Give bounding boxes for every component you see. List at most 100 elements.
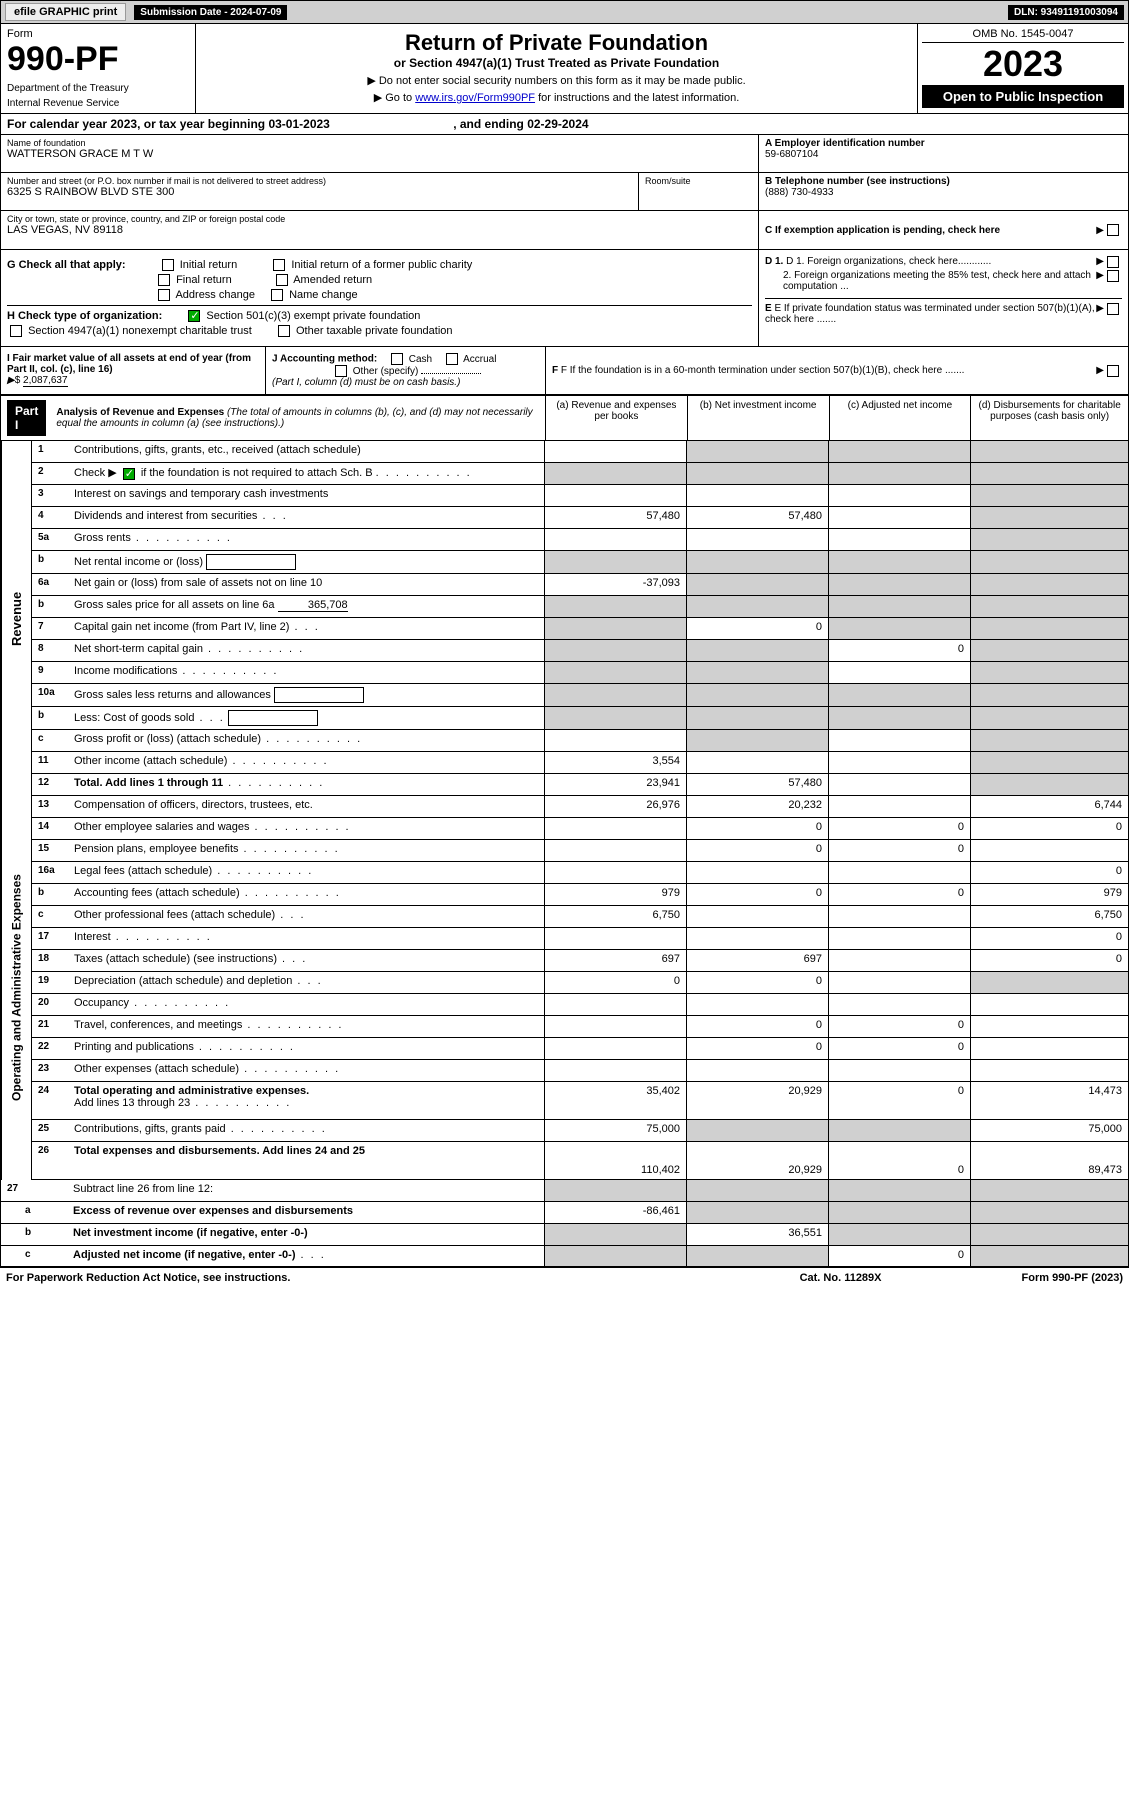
line-16c-d: 6,750 — [970, 906, 1128, 927]
line-22-desc: Printing and publications — [70, 1038, 544, 1059]
line-16a-d: 0 — [970, 862, 1128, 883]
fmv-value: 2,087,637 — [23, 375, 68, 387]
d1-checkbox[interactable] — [1107, 256, 1119, 268]
line-13-d: 6,744 — [970, 796, 1128, 817]
header-bar: efile GRAPHIC print Submission Date - 20… — [0, 0, 1129, 24]
f-checkbox[interactable] — [1107, 365, 1119, 377]
line-5b-desc: Net rental income or (loss) — [70, 551, 544, 573]
e-label: E If private foundation status was termi… — [765, 303, 1095, 325]
submission-date: Submission Date - 2024-07-09 — [134, 5, 287, 20]
ein-label: A Employer identification number — [765, 138, 1122, 149]
initial-return-checkbox[interactable] — [162, 259, 174, 271]
line-26-a: 110,402 — [544, 1142, 686, 1179]
amended-return-checkbox[interactable] — [276, 274, 288, 286]
cat-number: Cat. No. 11289X — [800, 1272, 882, 1284]
efile-print-button[interactable]: efile GRAPHIC print — [5, 3, 126, 21]
ein-value: 59-6807104 — [765, 149, 1122, 160]
name-label: Name of foundation — [7, 138, 752, 148]
instr-link: ▶ Go to www.irs.gov/Form990PF for instru… — [202, 91, 911, 104]
line-11-desc: Other income (attach schedule) — [70, 752, 544, 773]
line-24-desc: Total operating and administrative expen… — [70, 1082, 544, 1119]
line-16c-desc: Other professional fees (attach schedule… — [70, 906, 544, 927]
line-27c-desc: Adjusted net income (if negative, enter … — [69, 1246, 544, 1266]
instr-ssn: ▶ Do not enter social security numbers o… — [202, 74, 911, 87]
line-22-c: 0 — [828, 1038, 970, 1059]
foundation-name: WATTERSON GRACE M T W — [7, 148, 752, 160]
form-title: Return of Private Foundation — [202, 30, 911, 56]
line-15-c: 0 — [828, 840, 970, 861]
final-return-checkbox[interactable] — [158, 274, 170, 286]
part1-label: Part I — [7, 400, 46, 436]
line-24-a: 35,402 — [544, 1082, 686, 1119]
line-22-b: 0 — [686, 1038, 828, 1059]
line-16b-d: 979 — [970, 884, 1128, 905]
line-12-b: 57,480 — [686, 774, 828, 795]
addr-label: Number and street (or P.O. box number if… — [7, 176, 632, 186]
line-3-desc: Interest on savings and temporary cash i… — [70, 485, 544, 506]
irs-link[interactable]: www.irs.gov/Form990PF — [415, 92, 535, 104]
revenue-section: Revenue 1Contributions, gifts, grants, e… — [0, 441, 1129, 796]
dln: DLN: 93491191003094 — [1008, 5, 1124, 20]
d2-label: 2. Foreign organizations meeting the 85%… — [765, 270, 1096, 292]
line-21-b: 0 — [686, 1016, 828, 1037]
col-c-header: (c) Adjusted net income — [829, 396, 971, 440]
line-4-b: 57,480 — [686, 507, 828, 528]
dept-treasury: Department of the Treasury — [7, 83, 189, 94]
entity-info: Name of foundation WATTERSON GRACE M T W… — [0, 135, 1129, 250]
line-20-desc: Occupancy — [70, 994, 544, 1015]
line-7-desc: Capital gain net income (from Part IV, l… — [70, 618, 544, 639]
line-18-a: 697 — [544, 950, 686, 971]
501c3-checkbox[interactable] — [188, 310, 200, 322]
tax-year: 2023 — [922, 43, 1124, 85]
line-12-a: 23,941 — [544, 774, 686, 795]
c-checkbox[interactable] — [1107, 224, 1119, 236]
line-17-d: 0 — [970, 928, 1128, 949]
phone-value: (888) 730-4933 — [765, 187, 1122, 198]
line-17-desc: Interest — [70, 928, 544, 949]
expense-side-label: Operating and Administrative Expenses — [1, 796, 31, 1180]
street-address: 6325 S RAINBOW BLVD STE 300 — [7, 186, 632, 198]
form-header: Form 990-PF Department of the Treasury I… — [0, 24, 1129, 114]
line-6a-a: -37,093 — [544, 574, 686, 595]
line-6b-desc: Gross sales price for all assets on line… — [70, 596, 544, 617]
line-16a-desc: Legal fees (attach schedule) — [70, 862, 544, 883]
form-ref: Form 990-PF (2023) — [1022, 1272, 1123, 1284]
line-25-d: 75,000 — [970, 1120, 1128, 1141]
line-13-desc: Compensation of officers, directors, tru… — [70, 796, 544, 817]
line-18-b: 697 — [686, 950, 828, 971]
expense-section: Operating and Administrative Expenses 13… — [0, 796, 1129, 1180]
other-taxable-checkbox[interactable] — [278, 325, 290, 337]
address-change-checkbox[interactable] — [158, 289, 170, 301]
line-16b-a: 979 — [544, 884, 686, 905]
cash-checkbox[interactable] — [391, 353, 403, 365]
line-27c-c: 0 — [828, 1246, 970, 1266]
line-6b-val: 365,708 — [278, 599, 348, 612]
line-16c-a: 6,750 — [544, 906, 686, 927]
line-7-b: 0 — [686, 618, 828, 639]
4947-checkbox[interactable] — [10, 325, 22, 337]
other-method-checkbox[interactable] — [335, 365, 347, 377]
line-26-desc: Total expenses and disbursements. Add li… — [70, 1142, 544, 1179]
line-27a-a: -86,461 — [544, 1202, 686, 1223]
form-word: Form — [7, 28, 189, 40]
e-checkbox[interactable] — [1107, 303, 1119, 315]
line-8-desc: Net short-term capital gain — [70, 640, 544, 661]
initial-former-checkbox[interactable] — [273, 259, 285, 271]
line-13-a: 26,976 — [544, 796, 686, 817]
line-27b-b: 36,551 — [686, 1224, 828, 1245]
name-change-checkbox[interactable] — [271, 289, 283, 301]
line-27b-desc: Net investment income (if negative, ente… — [69, 1224, 544, 1245]
accrual-checkbox[interactable] — [446, 353, 458, 365]
line-14-c: 0 — [828, 818, 970, 839]
d2-checkbox[interactable] — [1107, 270, 1119, 282]
line-26-c: 0 — [828, 1142, 970, 1179]
col-d-header: (d) Disbursements for charitable purpose… — [970, 396, 1128, 440]
schb-checkbox[interactable] — [123, 468, 135, 480]
room-suite-label: Room/suite — [638, 173, 758, 210]
arrow-icon: ▶ — [1096, 225, 1104, 236]
line-4-desc: Dividends and interest from securities — [70, 507, 544, 528]
omb-number: OMB No. 1545-0047 — [922, 28, 1124, 43]
line-10b-desc: Less: Cost of goods sold — [70, 707, 544, 729]
city-state-zip: LAS VEGAS, NV 89118 — [7, 224, 752, 236]
line-25-desc: Contributions, gifts, grants paid — [70, 1120, 544, 1141]
